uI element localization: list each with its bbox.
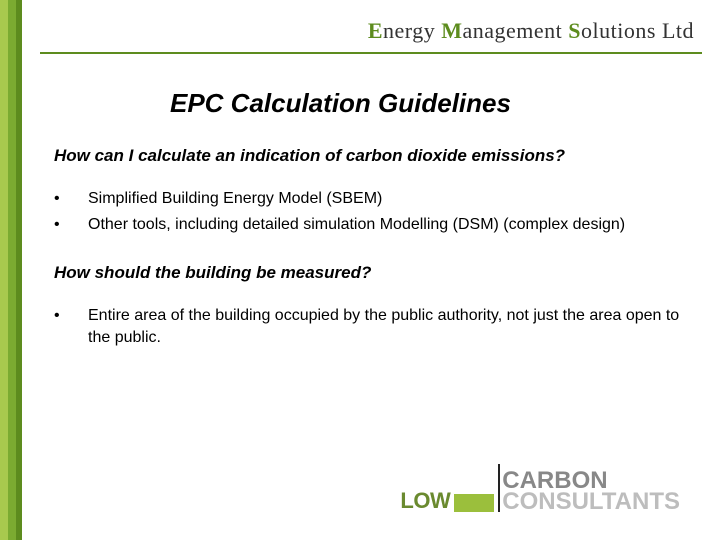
bullet-icon: • [54, 305, 88, 350]
bullet-icon: • [54, 214, 88, 236]
band-stripe-3 [16, 0, 22, 540]
bullet-icon: • [54, 188, 88, 210]
company-name: Energy Management Solutions Ltd [368, 18, 694, 44]
footer-separator [498, 464, 500, 512]
footer-green-box-icon [454, 494, 494, 512]
header: Energy Management Solutions Ltd [0, 0, 720, 74]
bullet-text: Entire area of the building occupied by … [88, 305, 680, 350]
list-item: •Entire area of the building occupied by… [54, 305, 680, 350]
footer-consultants-text: CONSULTANTS [502, 492, 680, 512]
bullet-text: Other tools, including detailed simulati… [88, 214, 680, 236]
company-seg-nergy: nergy [383, 18, 441, 43]
company-seg-s: S [568, 18, 581, 43]
company-seg-m: M [441, 18, 462, 43]
footer-logo: LOW CARBON CONSULTANTS [400, 464, 680, 512]
footer-low-text: LOW [400, 490, 450, 512]
band-stripe-2 [8, 0, 16, 540]
list-item: •Simplified Building Energy Model (SBEM) [54, 188, 680, 210]
slide: Energy Management Solutions Ltd EPC Calc… [0, 0, 720, 540]
company-seg-olutions: olutions Ltd [581, 18, 694, 43]
bullet-list-2: •Entire area of the building occupied by… [54, 305, 680, 350]
bullet-text: Simplified Building Energy Model (SBEM) [88, 188, 680, 210]
header-divider [40, 52, 702, 54]
page-title: EPC Calculation Guidelines [170, 88, 511, 119]
bullet-list-1: •Simplified Building Energy Model (SBEM)… [54, 188, 680, 237]
list-item: •Other tools, including detailed simulat… [54, 214, 680, 236]
question-2: How should the building be measured? [54, 263, 680, 283]
company-seg-e: E [368, 18, 383, 43]
company-seg-anagement: anagement [463, 18, 569, 43]
left-accent-band [0, 0, 22, 540]
content-area: How can I calculate an indication of car… [54, 146, 680, 376]
footer-stack: CARBON CONSULTANTS [502, 471, 680, 512]
band-stripe-1 [0, 0, 8, 540]
question-1: How can I calculate an indication of car… [54, 146, 680, 166]
